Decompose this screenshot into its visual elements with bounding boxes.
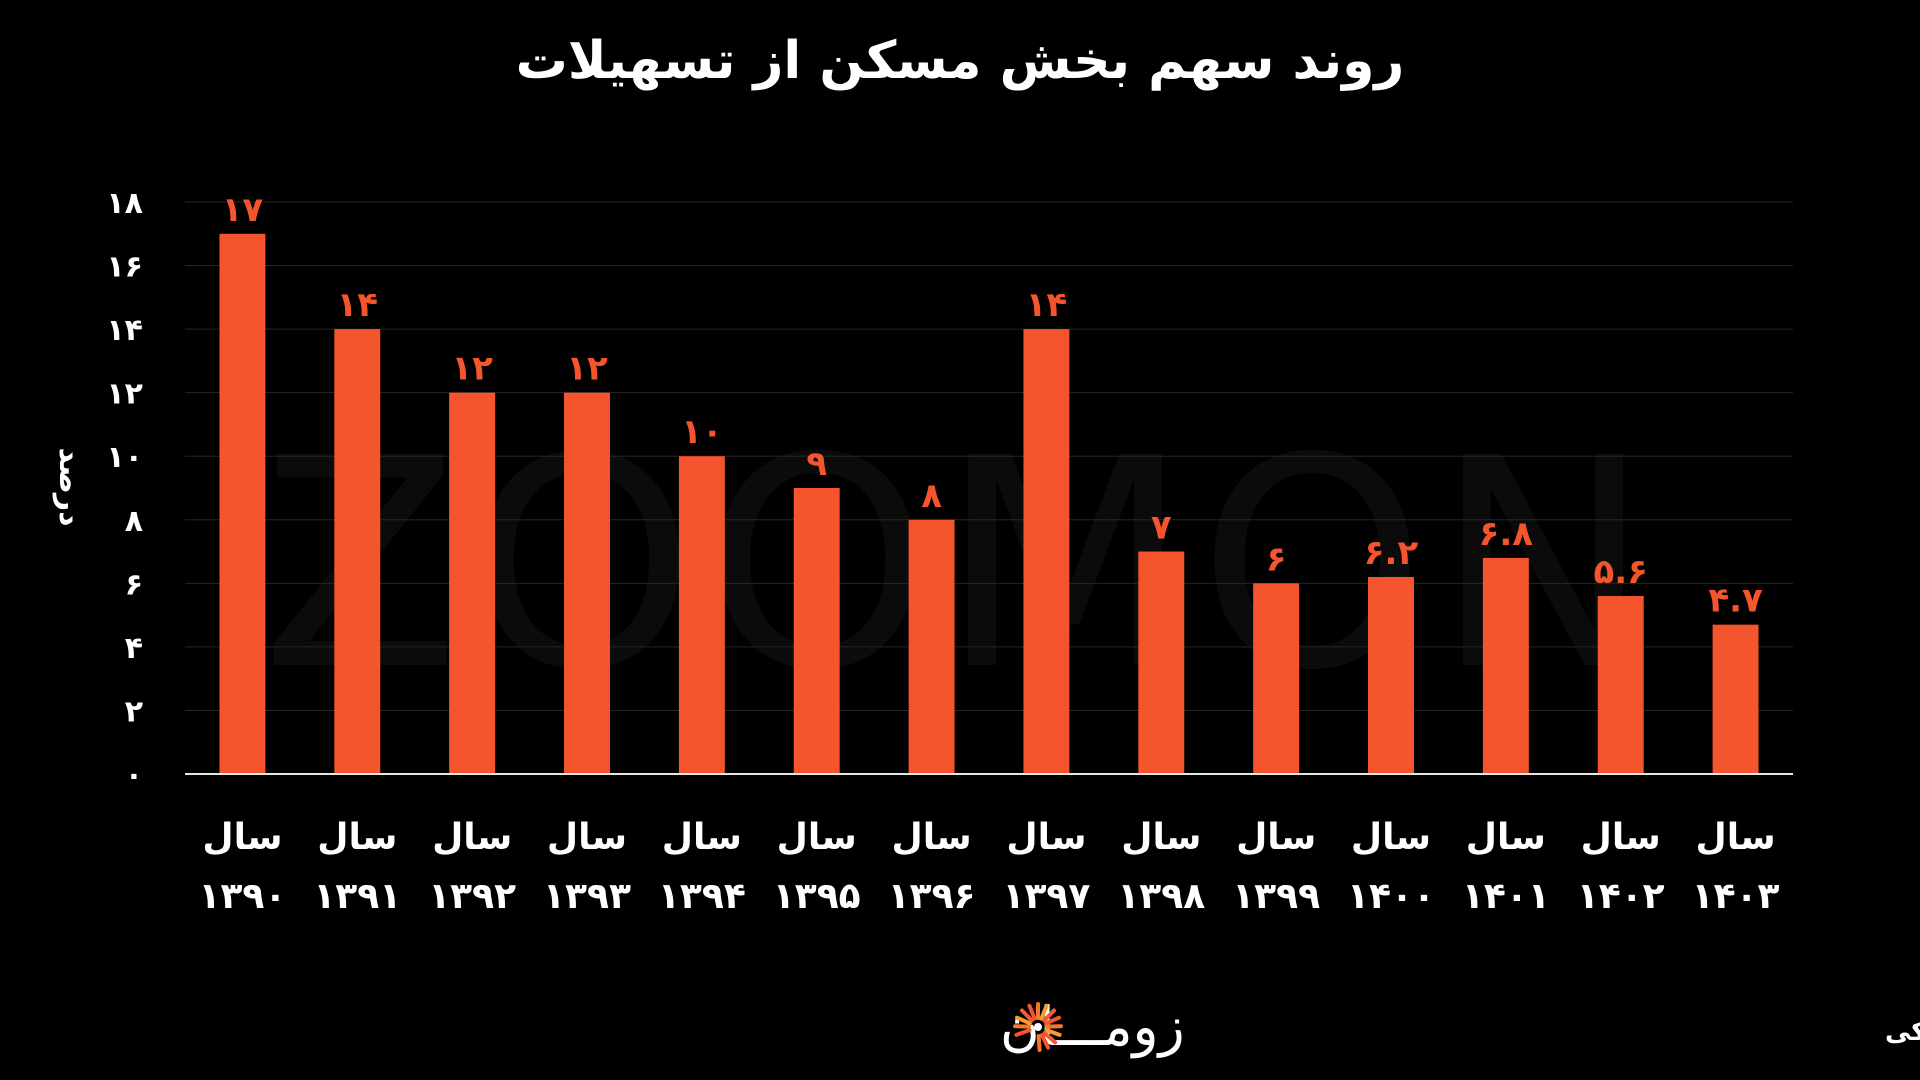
brand-burst-ray <box>1042 1031 1058 1045</box>
x-axis-ticks: سال ۱۳۹۰ سال ۱۳۹۱ سال ۱۳۹۲ سال ۱۳۹۳ سال ۱۳۹۴ سال ۱۳… <box>198 817 1779 917</box>
bar <box>1482 557 1529 774</box>
x-tick-label-year: ۱۳۹۹ <box>1232 876 1320 917</box>
brand-burst-ray <box>1036 1033 1042 1052</box>
brand-burst-ray <box>1020 1008 1034 1023</box>
x-tick-label-prefix: سال <box>547 817 627 858</box>
y-tick-label: ۱۴ <box>106 313 143 348</box>
data-label: ۶.۲ <box>1364 533 1419 573</box>
bar <box>908 519 955 774</box>
data-label: ۹ <box>806 444 827 484</box>
data-label: ۸ <box>921 476 942 516</box>
x-tick-label-year: ۱۳۹۵ <box>773 876 861 917</box>
y-axis-label: درصد <box>52 448 87 527</box>
x-tick-label-prefix: سال <box>202 817 282 858</box>
brand-burst-icon <box>1013 1002 1063 1052</box>
x-tick-label-year: ۱۴۰۲ <box>1577 876 1665 917</box>
y-tick-label: ۰ <box>125 758 143 793</box>
brand-burst-ray <box>1014 1028 1032 1037</box>
bar <box>1368 576 1414 774</box>
bar <box>449 392 496 774</box>
x-tick-label-year: ۱۳۹۴ <box>658 876 746 917</box>
x-tick-label-prefix: سال <box>1121 817 1201 858</box>
x-tick-label-prefix: سال <box>1581 817 1661 858</box>
y-tick-label: ۱۶ <box>106 250 143 285</box>
x-tick-label-prefix: سال <box>1351 817 1431 858</box>
y-axis-ticks: ۰ ۲ ۴ ۶ ۸ ۱۰ ۱۲ ۱۴ ۱۶ ۱۸ <box>106 186 143 793</box>
bar <box>1253 583 1300 774</box>
bar <box>564 392 610 774</box>
y-tick-label: ۴ <box>125 631 143 666</box>
x-tick-label-prefix: سال <box>891 817 971 858</box>
x-tick-label-prefix: سال <box>662 817 742 858</box>
source-text: منبع: پژوهشکده پولی و بانکی <box>1885 1017 1920 1047</box>
x-tick-label-prefix: سال <box>432 817 512 858</box>
brand-burst-center <box>1034 1023 1042 1031</box>
y-tick-label: ۲ <box>125 694 143 729</box>
x-tick-label-prefix: سال <box>1236 817 1316 858</box>
x-tick-label-prefix: سال <box>317 817 397 858</box>
data-label: ۵.۶ <box>1594 552 1648 592</box>
y-tick-label: ۱۲ <box>106 377 143 412</box>
y-tick-label: ۸ <box>125 504 143 539</box>
bar <box>793 488 840 774</box>
x-tick-label-year: ۱۴۰۱ <box>1462 876 1550 917</box>
bar <box>1138 551 1185 774</box>
data-label: ۶.۸ <box>1479 514 1534 554</box>
x-tick-label-year: ۱۳۹۸ <box>1117 876 1205 917</box>
data-label: ۶ <box>1266 539 1287 579</box>
bar <box>1597 596 1644 774</box>
brand-burst-ray <box>1042 1008 1056 1023</box>
x-tick-label-prefix: سال <box>1006 817 1086 858</box>
bar <box>1023 329 1070 774</box>
brand-burst-ray <box>1044 1015 1062 1026</box>
data-label: ۱۲ <box>451 349 493 389</box>
bar <box>1712 624 1759 774</box>
bar <box>678 456 725 774</box>
x-tick-label-year: ۱۴۰۳ <box>1692 876 1780 917</box>
x-tick-label-year: ۱۴۰۰ <box>1347 876 1435 917</box>
brand-burst-ray <box>1044 1028 1062 1037</box>
x-tick-label-year: ۱۳۹۶ <box>888 876 976 917</box>
x-tick-label-year: ۱۳۹۰ <box>198 876 286 917</box>
brand-logo: زومـــان <box>1000 995 1185 1058</box>
brand-burst-ray <box>1039 1003 1049 1021</box>
x-tick-label-prefix: سال <box>1695 817 1775 858</box>
data-label: ۴.۷ <box>1708 581 1763 621</box>
x-tick-label-year: ۱۳۹۱ <box>313 876 401 917</box>
x-tick-label-year: ۱۳۹۲ <box>428 876 516 917</box>
bar <box>334 329 381 774</box>
data-label: ۱۴ <box>1026 285 1068 325</box>
y-tick-label: ۱۸ <box>106 186 143 221</box>
x-tick-label-year: ۱۳۹۷ <box>1002 876 1090 917</box>
data-label: ۱۲ <box>566 349 608 389</box>
x-tick-label-year: ۱۳۹۳ <box>543 876 631 917</box>
x-tick-label-prefix: سال <box>777 817 857 858</box>
brand-burst-ray <box>1039 1033 1051 1050</box>
data-label: ۱۴ <box>337 285 379 325</box>
data-label: ۱۰ <box>681 412 723 452</box>
y-tick-label: ۱۰ <box>106 440 143 475</box>
chart-title: روند سهم بخش مسکن از تسهیلات <box>516 31 1405 91</box>
data-label: ۱۷ <box>222 190 264 230</box>
y-tick-label: ۶ <box>125 567 143 602</box>
brand-burst-ray <box>1027 1003 1037 1021</box>
bars <box>219 233 1759 774</box>
data-label: ۷ <box>1151 508 1172 548</box>
data-labels: ۱۷ ۱۴ ۱۲ ۱۲ ۱۰ ۹ ۸ ۱۴ ۷ ۶ ۶.۲ ۶.۸ ۵.۶ ۴.۷ <box>222 190 1763 621</box>
x-tick-label-prefix: سال <box>1466 817 1546 858</box>
bar <box>219 233 266 774</box>
brand-burst-ray <box>1014 1015 1032 1026</box>
